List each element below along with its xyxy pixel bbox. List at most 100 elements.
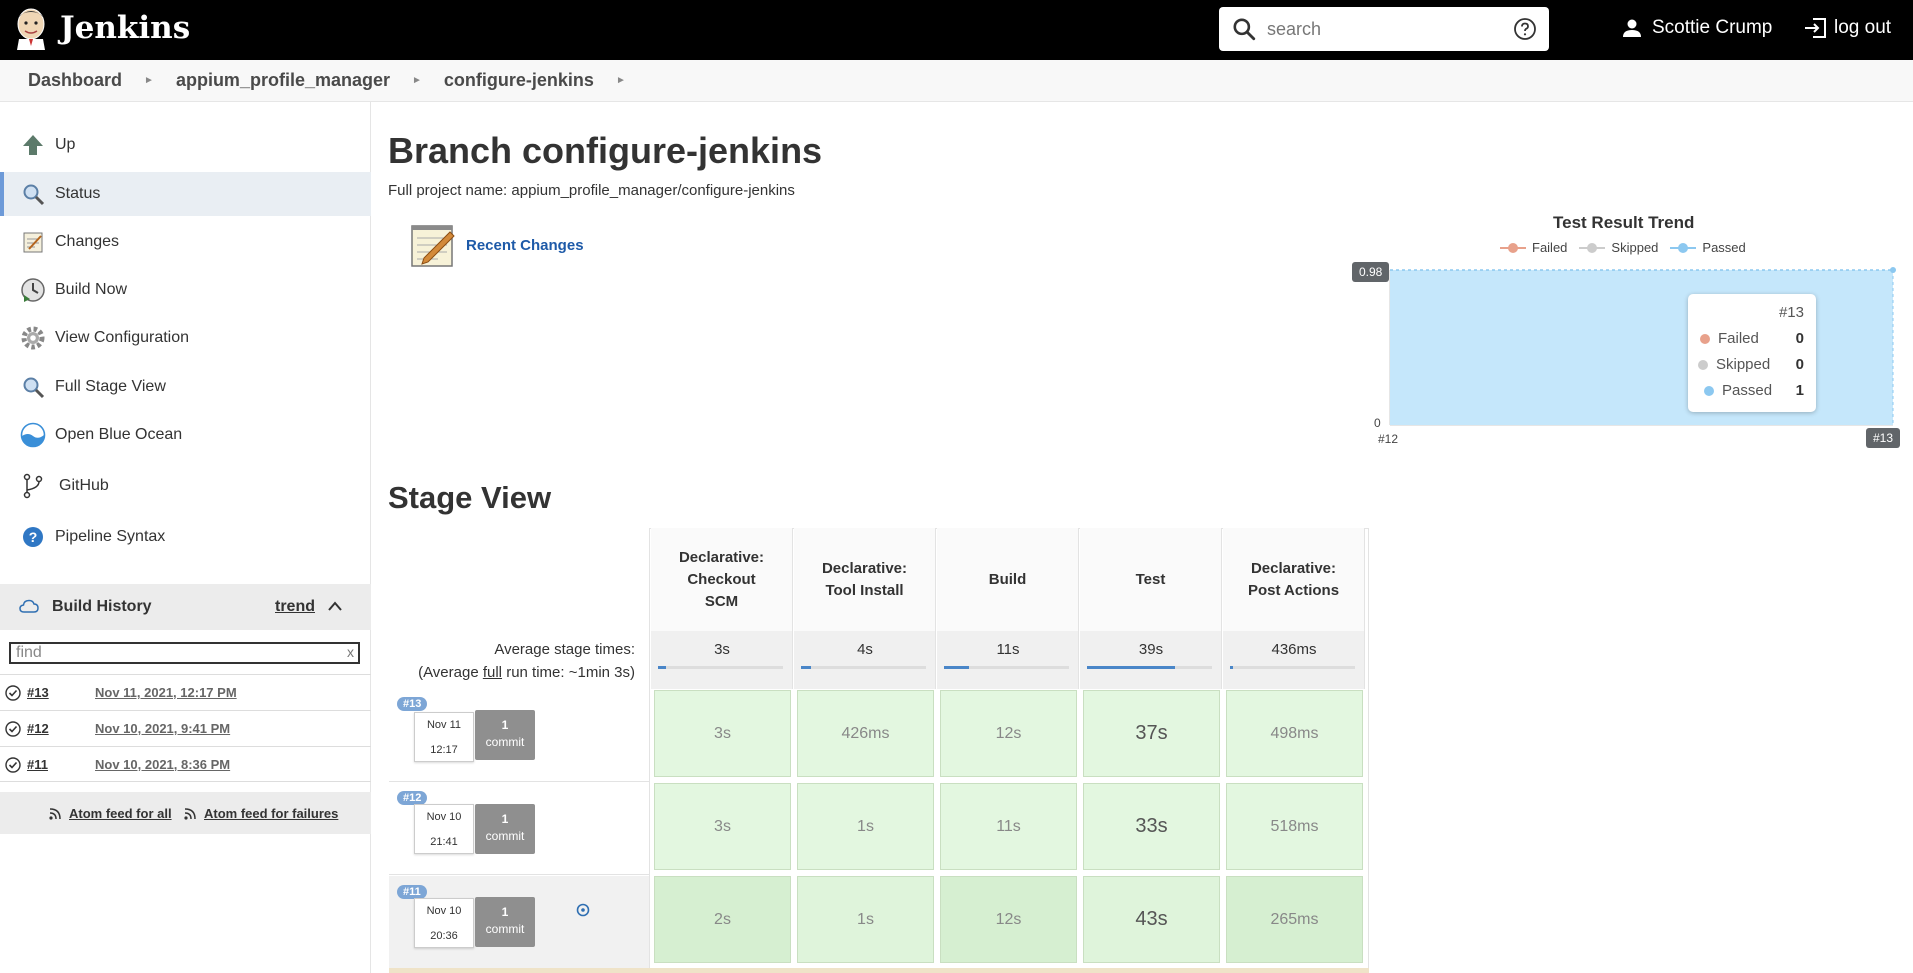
- notepad-icon: [411, 225, 455, 267]
- stage-cell[interactable]: 498ms: [1226, 690, 1363, 777]
- legend-skipped[interactable]: Skipped: [1579, 240, 1658, 255]
- legend-marker-icon: [1670, 242, 1697, 253]
- jenkins-butler-icon: [17, 8, 45, 50]
- sidebar-item-status[interactable]: Status: [0, 172, 371, 216]
- page-title: Branch configure-jenkins: [388, 130, 823, 171]
- failed-dot-icon: [1700, 333, 1710, 344]
- sidebar-item-label: Pipeline Syntax: [55, 528, 166, 545]
- build-number-link[interactable]: #12: [27, 721, 49, 736]
- build-number-badge[interactable]: #12: [397, 791, 428, 805]
- stage-cell[interactable]: 33s: [1083, 783, 1220, 870]
- up-arrow-icon: [20, 132, 46, 158]
- help-icon[interactable]: [1513, 17, 1537, 41]
- commit-count-box[interactable]: 1 commit: [475, 804, 535, 854]
- tooltip-label: Failed: [1718, 330, 1759, 347]
- stage-cell[interactable]: 12s: [940, 876, 1077, 963]
- test-result-trend-chart[interactable]: [1380, 260, 1900, 460]
- legend-passed[interactable]: Passed: [1670, 240, 1746, 255]
- stage-cell[interactable]: 11s: [940, 783, 1077, 870]
- commit-count: 1: [501, 905, 509, 919]
- chevron-right-icon: ►: [144, 75, 154, 86]
- stage-cell[interactable]: 426ms: [797, 690, 934, 777]
- build-history-filter[interactable]: find x: [9, 642, 360, 664]
- search-box[interactable]: [1219, 7, 1549, 51]
- stage-cell[interactable]: 12s: [940, 690, 1077, 777]
- sidebar-item-open-blue-ocean[interactable]: Open Blue Ocean: [0, 413, 371, 457]
- full-link[interactable]: full: [482, 664, 503, 681]
- recent-changes-link[interactable]: Recent Changes: [466, 236, 584, 254]
- jenkins-logo[interactable]: Jenkins: [14, 6, 190, 50]
- sidebar-item-github[interactable]: GitHub: [0, 464, 371, 508]
- commit-count: 1: [501, 718, 509, 732]
- build-date-box[interactable]: Nov 10 20:36: [414, 898, 474, 948]
- full-project-name: Full project name: appium_profile_manage…: [388, 182, 795, 199]
- atom-feed-failures-link[interactable]: Atom feed for failures: [204, 805, 339, 821]
- stage-cell[interactable]: 3s: [654, 690, 791, 777]
- tooltip-value: 1: [1795, 382, 1804, 399]
- clock-play-icon: [20, 277, 46, 303]
- stage-cell[interactable]: 2s: [654, 876, 791, 963]
- search-input[interactable]: [1267, 18, 1497, 40]
- sidebar-item-up[interactable]: Up: [0, 123, 371, 167]
- x-tick-label: #12: [1378, 432, 1399, 446]
- build-number-badge[interactable]: #13: [397, 697, 428, 711]
- stage-cell[interactable]: 265ms: [1226, 876, 1363, 963]
- blue-ocean-icon: [20, 422, 46, 448]
- commit-count-box[interactable]: 1 commit: [475, 710, 535, 760]
- build-number-badge[interactable]: #11: [397, 885, 427, 899]
- stage-view-title: Stage View: [388, 480, 552, 515]
- build-history-header: Build History trend: [0, 584, 371, 630]
- avg-time-value: 39s: [1138, 641, 1164, 658]
- avg-time-bar: [801, 666, 926, 669]
- data-point[interactable]: [1890, 267, 1896, 273]
- breadcrumb-project[interactable]: appium_profile_manager: [175, 70, 390, 90]
- stage-cell[interactable]: 518ms: [1226, 783, 1363, 870]
- breadcrumb-branch[interactable]: configure-jenkins: [443, 70, 594, 90]
- build-history-feeds: Atom feed for all Atom feed for failures: [0, 792, 371, 834]
- gear-icon: [20, 325, 46, 351]
- avg-time-bar: [1230, 666, 1355, 669]
- clear-icon[interactable]: x: [347, 644, 354, 660]
- sidebar-item-label: Up: [55, 136, 76, 153]
- build-number-link[interactable]: #11: [27, 756, 48, 772]
- chevron-right-icon[interactable]: ►: [615, 75, 626, 86]
- legend-label: Failed: [1532, 240, 1568, 255]
- sidebar-item-full-stage-view[interactable]: Full Stage View: [0, 365, 371, 409]
- magnifier-icon: [20, 374, 46, 400]
- stage-cell[interactable]: 3s: [654, 783, 791, 870]
- build-date-link[interactable]: Nov 10, 2021, 8:36 PM: [95, 756, 231, 772]
- stage-cell[interactable]: 1s: [797, 783, 934, 870]
- stage-cell[interactable]: 1s: [797, 876, 934, 963]
- stage-cell[interactable]: 37s: [1083, 690, 1220, 777]
- avg-time-bar: [658, 666, 783, 669]
- sidebar-item-view-configuration[interactable]: View Configuration: [0, 316, 371, 360]
- sidebar-item-pipeline-syntax[interactable]: ? Pipeline Syntax: [0, 515, 371, 559]
- cloud-icon: [19, 599, 39, 613]
- build-date-box[interactable]: Nov 10 21:41: [414, 804, 474, 854]
- avg-time-fill: [658, 666, 666, 669]
- build-number-link[interactable]: #13: [27, 685, 49, 700]
- sidebar-item-build-now[interactable]: Build Now: [0, 268, 371, 312]
- build-date-box[interactable]: Nov 11 12:17: [414, 712, 474, 762]
- chart-title: Test Result Trend: [1553, 213, 1695, 232]
- commit-label: commit: [485, 735, 525, 749]
- pause-info-icon[interactable]: [576, 903, 590, 917]
- breadcrumb-dashboard[interactable]: Dashboard: [28, 70, 123, 90]
- sidebar-item-changes[interactable]: Changes: [0, 220, 371, 264]
- sidebar-item-label: View Configuration: [55, 329, 190, 346]
- commit-count-box[interactable]: 1 commit: [475, 897, 535, 947]
- atom-feed-all-link[interactable]: Atom feed for all: [69, 805, 172, 821]
- avg-time-bar: [944, 666, 1069, 669]
- chevron-up-icon[interactable]: [328, 601, 342, 611]
- trend-link[interactable]: trend: [275, 598, 315, 615]
- avg-time-value: 436ms: [1271, 641, 1317, 658]
- logout-icon: [1805, 18, 1826, 38]
- avg-time-value: 11s: [996, 641, 1020, 658]
- logout-link[interactable]: log out: [1803, 16, 1891, 40]
- legend-failed[interactable]: Failed: [1500, 240, 1567, 255]
- stage-cell[interactable]: 43s: [1083, 876, 1220, 963]
- average-full-run-time: (Average full run time: ~1min 3s): [380, 664, 635, 681]
- build-date-link[interactable]: Nov 10, 2021, 9:41 PM: [95, 721, 231, 736]
- user-menu[interactable]: Scottie Crump: [1620, 16, 1772, 40]
- build-date-link[interactable]: Nov 11, 2021, 12:17 PM: [95, 685, 237, 700]
